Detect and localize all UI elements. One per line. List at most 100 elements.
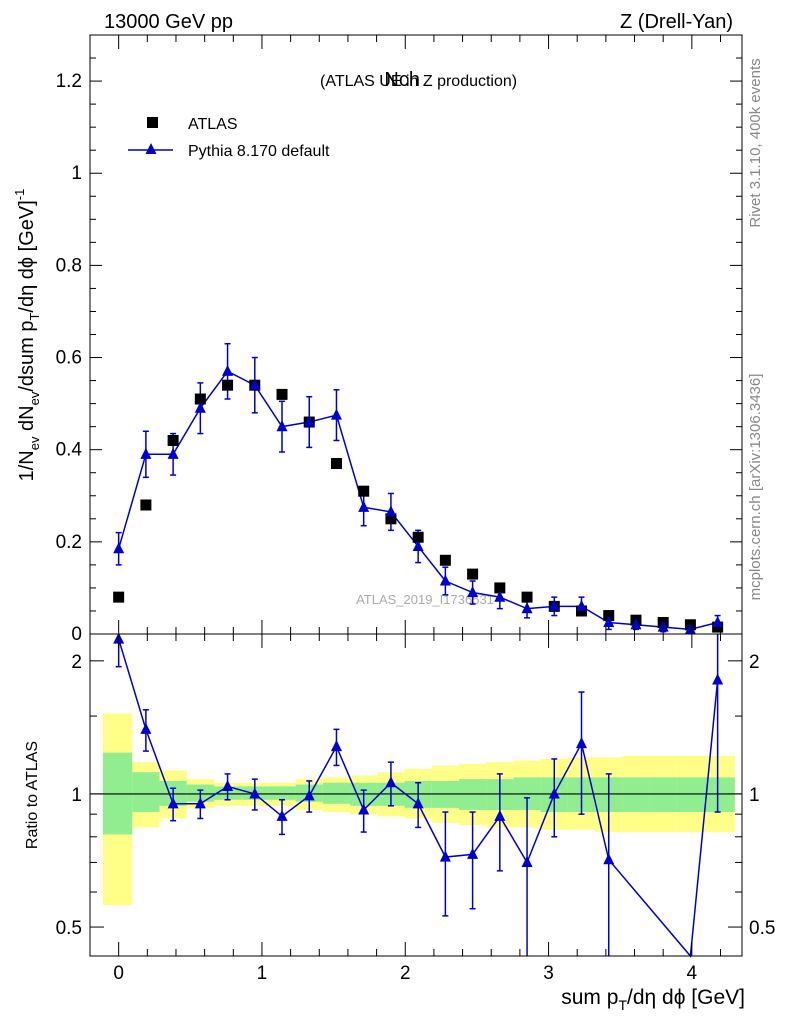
atlas-point bbox=[113, 591, 125, 603]
atlas-point bbox=[467, 568, 479, 580]
ratio-point bbox=[521, 855, 533, 867]
main-y-axis-label: 1/Nev dNev/dsum pT/dη dϕ [GeV]-1 bbox=[12, 189, 42, 482]
pythia-point bbox=[222, 364, 234, 376]
pythia-point bbox=[303, 415, 315, 427]
pythia-point bbox=[712, 615, 724, 628]
ratio-point bbox=[167, 797, 179, 809]
header-left: 13000 GeV pp bbox=[104, 11, 233, 33]
pythia-point bbox=[113, 542, 125, 554]
ratio-point bbox=[494, 809, 506, 821]
legend-pythia-label: Pythia 8.170 default bbox=[188, 143, 330, 160]
pythia-point bbox=[249, 378, 261, 390]
y-tick-label: 1.2 bbox=[56, 71, 82, 92]
pythia-point bbox=[439, 574, 451, 586]
x-tick-label: 3 bbox=[543, 963, 554, 984]
ratio-band-inner bbox=[322, 782, 351, 804]
ratio-point bbox=[467, 847, 479, 859]
y-tick-label: 1 bbox=[71, 163, 82, 184]
ratio-point bbox=[603, 853, 615, 865]
ratio-point bbox=[140, 722, 152, 734]
atlas-point bbox=[712, 621, 724, 633]
chart-title-text: Nch bbox=[384, 69, 420, 91]
ratio-y-tick-label: 1 bbox=[71, 785, 82, 806]
ratio-y-tick-label-right: 2 bbox=[749, 652, 760, 673]
atlas-point bbox=[576, 605, 588, 617]
x-tick-label: 0 bbox=[113, 963, 124, 984]
pythia-point bbox=[575, 599, 588, 611]
ratio-plot-area bbox=[90, 632, 742, 958]
pythia-point bbox=[358, 500, 370, 512]
atlas-point bbox=[276, 388, 288, 400]
pythia-point bbox=[603, 615, 615, 628]
ratio-point bbox=[222, 779, 234, 791]
main-panel: ATLAS_2019_I1736531 0 0.2 0.4 0.6 0.8 1 1.2 Nc… bbox=[12, 34, 743, 645]
main-y-axis: 0 0.2 0.4 0.6 0.8 1 1.2 bbox=[56, 57, 742, 645]
y-tick-label: 0.8 bbox=[56, 255, 82, 276]
ratio-panel: 0.5 0.5 1 1 2 2 0 1 2 3 4 Ratio to ATLAS bbox=[24, 632, 776, 984]
ratio-point bbox=[712, 673, 724, 685]
header-right: Z (Drell-Yan) bbox=[620, 11, 733, 33]
legend-atlas-marker bbox=[147, 117, 158, 128]
ratio-point bbox=[330, 740, 342, 752]
legend-atlas-label: ATLAS bbox=[188, 116, 238, 133]
y-tick-label: 0 bbox=[71, 624, 82, 645]
pythia-point bbox=[494, 590, 506, 602]
pythia-point bbox=[467, 586, 479, 598]
ratio-point bbox=[194, 797, 206, 809]
x-tick-label: 1 bbox=[257, 963, 268, 984]
ratio-band-inner bbox=[132, 772, 160, 813]
atlas-point bbox=[194, 393, 206, 405]
pythia-point bbox=[521, 602, 533, 614]
rivet-label: Rivet 3.1.10, 400k events bbox=[747, 58, 764, 227]
atlas-point bbox=[358, 485, 370, 497]
ratio-point bbox=[412, 797, 424, 809]
ratio-y-tick-label: 0.5 bbox=[56, 918, 82, 939]
mcplots-label: mcplots.cern.ch [arXiv:1306.3436] bbox=[747, 374, 764, 601]
ratio-band-inner bbox=[649, 777, 677, 813]
main-x-axis bbox=[89, 35, 722, 634]
atlas-point bbox=[412, 531, 424, 543]
ratio-point bbox=[548, 787, 560, 799]
ratio-y-axis: 0.5 0.5 1 1 2 2 bbox=[56, 652, 776, 939]
atlas-point bbox=[385, 513, 397, 525]
ratio-y-tick-label: 2 bbox=[71, 652, 82, 673]
atlas-point bbox=[167, 434, 179, 446]
ratio-band-inner bbox=[676, 777, 705, 813]
ratio-point bbox=[575, 737, 588, 749]
atlas-point bbox=[603, 610, 615, 622]
x-axis-label: sum pT/dη dϕ [GeV] bbox=[561, 986, 745, 1013]
ratio-point bbox=[439, 850, 451, 862]
ratio-point bbox=[276, 809, 288, 821]
chart-subtitle: (ATLAS UE in Z production) bbox=[320, 73, 517, 90]
pythia-point bbox=[657, 620, 669, 632]
pythia-point bbox=[385, 505, 397, 517]
pythia-point bbox=[330, 408, 342, 420]
atlas-point bbox=[140, 499, 152, 511]
ratio-point bbox=[358, 803, 370, 815]
atlas-point bbox=[330, 458, 342, 470]
pythia-point bbox=[140, 447, 152, 459]
pythia-point bbox=[548, 599, 560, 611]
atlas-point bbox=[521, 591, 533, 603]
ratio-y-tick-label-right: 0.5 bbox=[749, 918, 775, 939]
ratio-point bbox=[303, 789, 315, 801]
atlas-point bbox=[222, 379, 234, 391]
analysis-watermark: ATLAS_2019_I1736531 bbox=[356, 592, 494, 607]
legend-pythia-marker bbox=[145, 143, 157, 154]
ratio-point bbox=[249, 787, 261, 799]
pythia-point bbox=[276, 420, 288, 432]
ratio-y-tick-label-right: 1 bbox=[749, 785, 760, 806]
x-tick-label: 2 bbox=[400, 963, 411, 984]
y-tick-label: 0.4 bbox=[56, 440, 83, 461]
ratio-x-axis: 0 1 2 3 4 bbox=[89, 634, 722, 984]
main-plot-area bbox=[113, 342, 724, 634]
ratio-band-inner bbox=[458, 779, 487, 810]
y-tick-label: 0.6 bbox=[56, 348, 82, 369]
x-tick-label: 4 bbox=[687, 963, 698, 984]
pythia-point bbox=[684, 622, 696, 634]
pythia-point bbox=[167, 447, 179, 459]
ratio-point bbox=[385, 776, 397, 788]
x-axis-label-main: sum p bbox=[561, 986, 618, 1009]
pythia-point bbox=[412, 539, 424, 552]
